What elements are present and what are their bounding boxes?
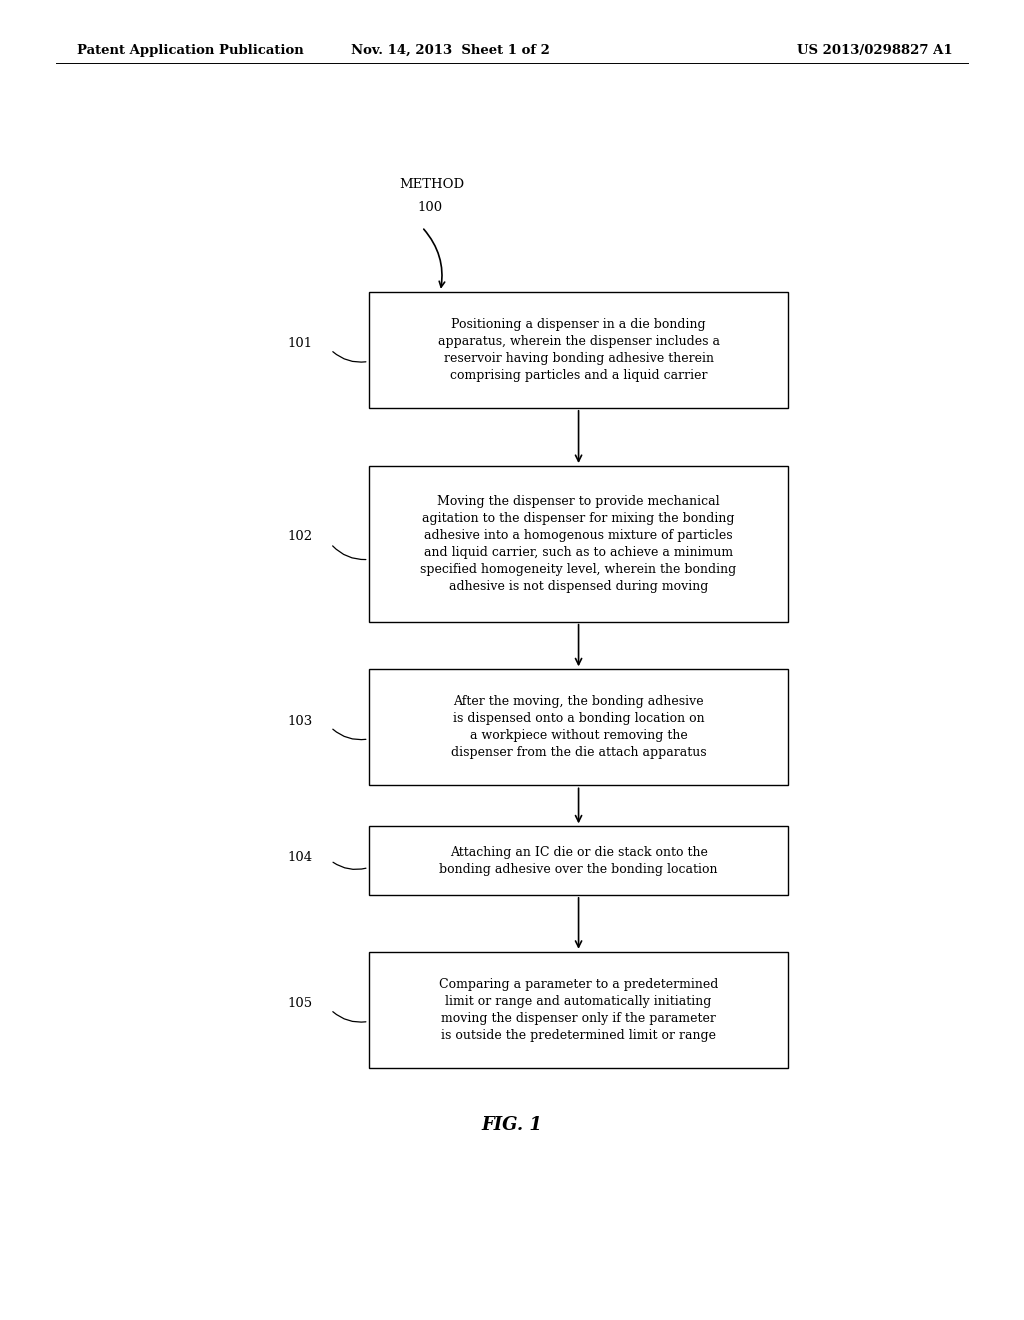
Text: 105: 105 (287, 998, 312, 1011)
Text: Positioning a dispenser in a die bonding
apparatus, wherein the dispenser includ: Positioning a dispenser in a die bonding… (437, 318, 720, 381)
Text: 103: 103 (287, 715, 312, 729)
Text: 101: 101 (287, 338, 312, 351)
Text: Moving the dispenser to provide mechanical
agitation to the dispenser for mixing: Moving the dispenser to provide mechanic… (421, 495, 736, 593)
Text: 102: 102 (287, 529, 312, 543)
FancyBboxPatch shape (369, 826, 788, 895)
FancyBboxPatch shape (369, 292, 788, 408)
Text: Attaching an IC die or die stack onto the
bonding adhesive over the bonding loca: Attaching an IC die or die stack onto th… (439, 846, 718, 875)
Text: METHOD: METHOD (399, 178, 465, 191)
Text: 100: 100 (418, 201, 443, 214)
Text: Comparing a parameter to a predetermined
limit or range and automatically initia: Comparing a parameter to a predetermined… (439, 978, 718, 1041)
Text: Patent Application Publication: Patent Application Publication (77, 44, 303, 57)
Text: FIG. 1: FIG. 1 (481, 1115, 543, 1134)
FancyBboxPatch shape (369, 669, 788, 785)
Text: Nov. 14, 2013  Sheet 1 of 2: Nov. 14, 2013 Sheet 1 of 2 (351, 44, 550, 57)
Text: 104: 104 (287, 850, 312, 863)
Text: US 2013/0298827 A1: US 2013/0298827 A1 (797, 44, 952, 57)
FancyBboxPatch shape (369, 952, 788, 1068)
Text: After the moving, the bonding adhesive
is dispensed onto a bonding location on
a: After the moving, the bonding adhesive i… (451, 696, 707, 759)
FancyBboxPatch shape (369, 466, 788, 622)
